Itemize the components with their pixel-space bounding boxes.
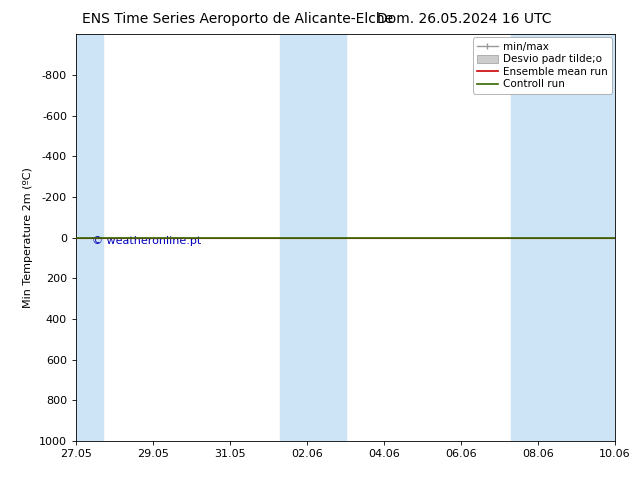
Bar (280, 34, 346, 441)
Text: Dom. 26.05.2024 16 UTC: Dom. 26.05.2024 16 UTC (377, 12, 552, 26)
Y-axis label: Min Temperature 2m (ºC): Min Temperature 2m (ºC) (23, 167, 34, 308)
Bar (76, 34, 103, 441)
Bar (511, 34, 615, 441)
Text: © weatheronline.pt: © weatheronline.pt (93, 236, 202, 245)
Text: ENS Time Series Aeroporto de Alicante-Elche: ENS Time Series Aeroporto de Alicante-El… (82, 12, 394, 26)
Legend: min/max, Desvio padr tilde;o, Ensemble mean run, Controll run: min/max, Desvio padr tilde;o, Ensemble m… (473, 37, 612, 94)
